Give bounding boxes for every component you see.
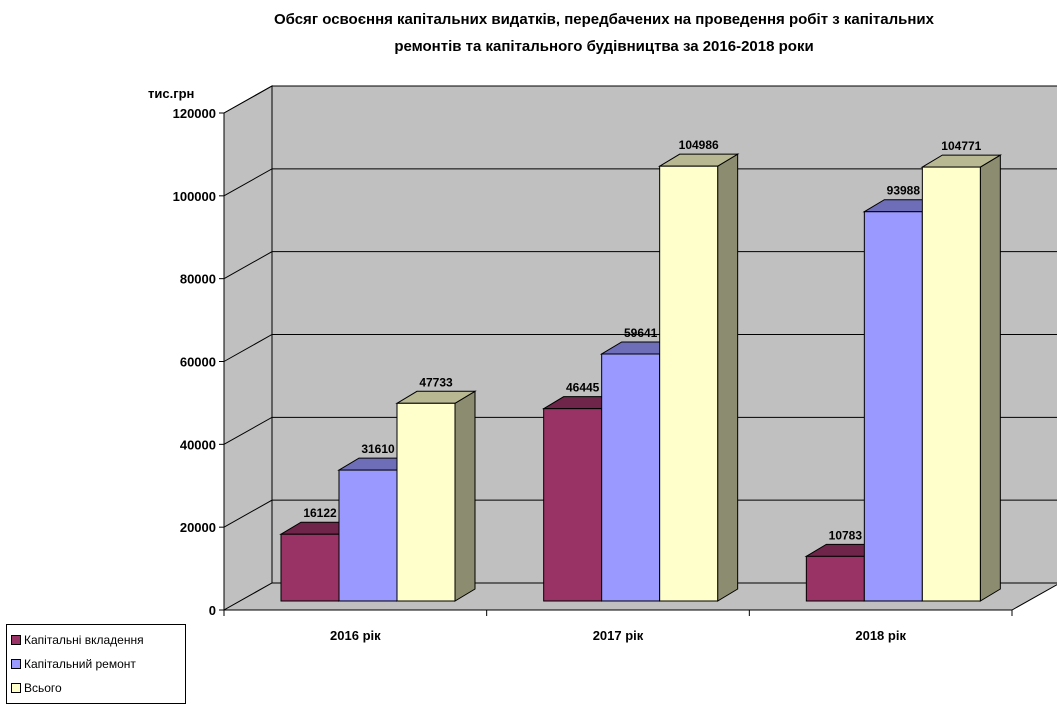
- bar-side-face: [979, 154, 1001, 602]
- bar: [657, 153, 740, 602]
- data-label: 47733: [419, 375, 453, 389]
- y-tick-label: 40000: [180, 437, 216, 452]
- y-axis-unit-label: тис.грн: [148, 86, 194, 101]
- gridline: [223, 416, 1057, 445]
- legend-label: Капітальний ремонт: [24, 657, 136, 671]
- data-label: 16122: [303, 506, 337, 520]
- data-label: 93988: [887, 184, 921, 198]
- gridline: [223, 85, 1057, 114]
- y-tick-label: 80000: [180, 272, 216, 287]
- data-label: 104771: [941, 139, 981, 153]
- legend-label: Капітальні вкладення: [24, 633, 144, 647]
- value-labels: 16122 31610 47733 46445 59641 104986 10783 9398…: [303, 138, 981, 542]
- bar-side-face: [717, 153, 739, 602]
- gridlines: [223, 85, 1057, 528]
- x-tick-label: 2017 рік: [593, 628, 644, 643]
- gridline: [223, 334, 1057, 362]
- chart-title-line-1: Обсяг освоєння капітальних видатків, пер…: [274, 11, 935, 28]
- bars: [279, 153, 1003, 602]
- bar-front-face: [921, 166, 981, 602]
- y-tick-label: 0: [209, 603, 216, 618]
- legend-swatch: [11, 635, 21, 645]
- legend: Капітальні вкладення Капітальний ремонт …: [6, 624, 186, 704]
- legend-swatch: [11, 659, 21, 669]
- bar-front-face: [280, 533, 340, 602]
- data-label: 46445: [566, 381, 600, 395]
- y-tick-label: 20000: [180, 520, 216, 535]
- bar-front-face: [863, 211, 923, 602]
- bar-front-face: [601, 353, 661, 602]
- bar-front-face: [396, 402, 456, 602]
- x-tick-label: 2018 рік: [855, 628, 906, 643]
- gridline: [223, 251, 1057, 280]
- axes: 0 20000 40000 60000 80000 100000 120000 2016 рі…: [173, 106, 1013, 643]
- x-tick-label: 2016 рік: [330, 628, 381, 643]
- data-label: 31610: [361, 442, 395, 456]
- legend-label: Всього: [24, 681, 62, 695]
- bar-front-face: [543, 408, 603, 602]
- data-label: 59641: [624, 326, 658, 340]
- data-label: 10783: [829, 528, 863, 542]
- gridline: [223, 168, 1057, 197]
- y-tick-label: 100000: [173, 189, 216, 204]
- bar-front-face: [659, 165, 719, 602]
- chart-title-line-2: ремонтів та капітального будівництва за …: [394, 38, 813, 55]
- data-label: 104986: [679, 138, 719, 152]
- y-tick-label: 120000: [173, 106, 216, 121]
- gridline: [223, 499, 1057, 528]
- legend-item: Всього: [11, 676, 185, 700]
- bar-front-face: [805, 555, 865, 602]
- bar: [395, 390, 477, 602]
- legend-item: Капітальний ремонт: [11, 652, 185, 676]
- y-tick-label: 60000: [180, 355, 216, 370]
- bar: [920, 154, 1003, 602]
- bar-side-face: [454, 390, 476, 602]
- legend-item: Капітальні вкладення: [11, 628, 185, 652]
- legend-swatch: [11, 683, 21, 693]
- bar-front-face: [338, 469, 398, 602]
